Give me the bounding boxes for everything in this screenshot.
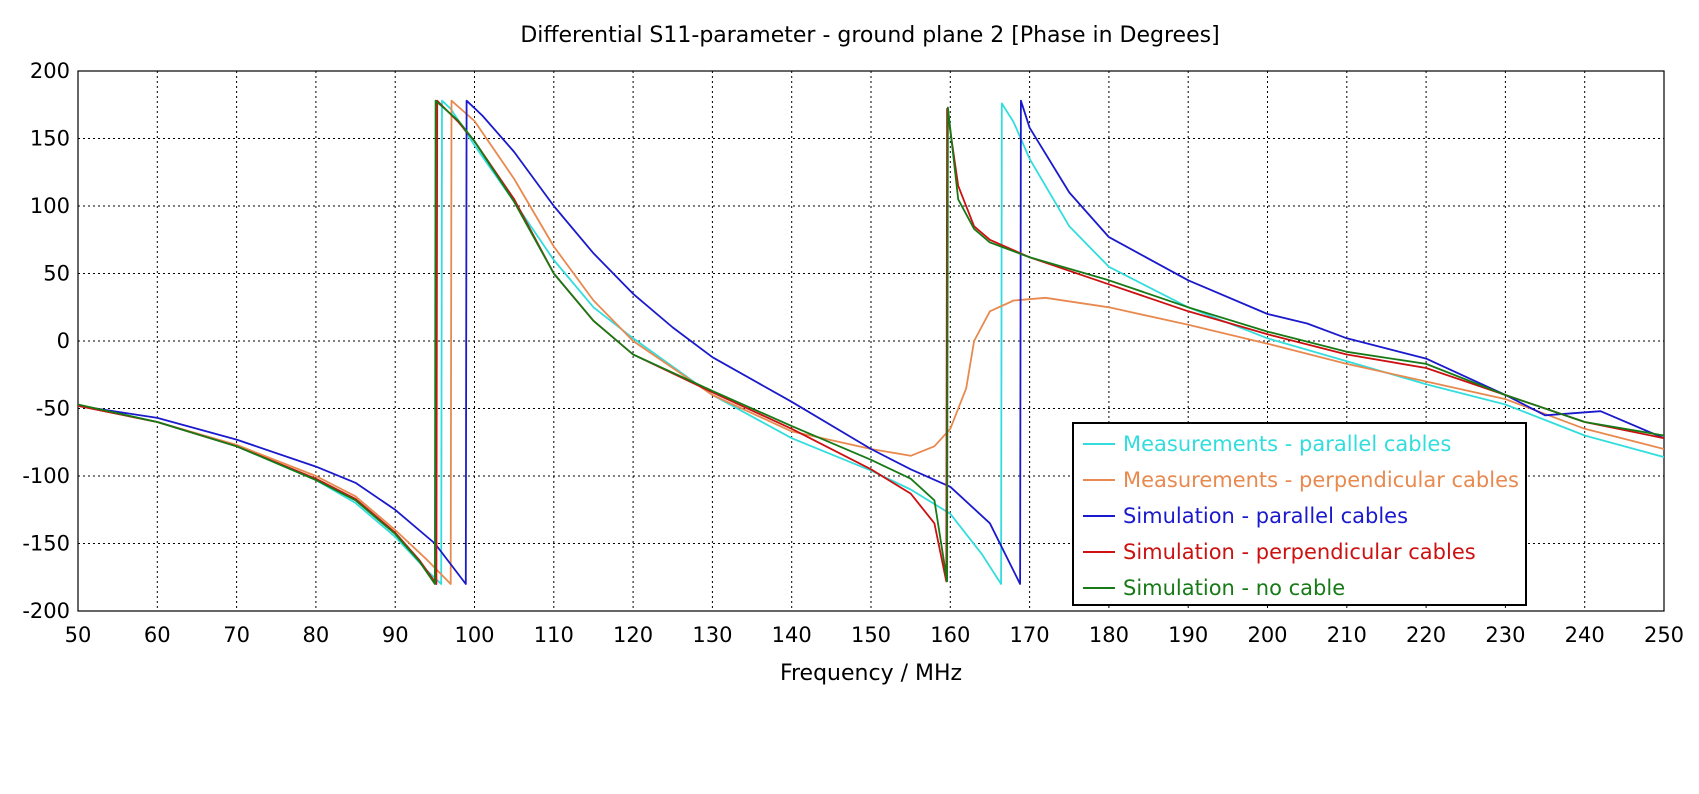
- legend-box: [1072, 422, 1527, 606]
- y-tick-labels: 200 150 100 50 0 -50 -100 -150 -200: [22, 59, 70, 623]
- plot-frame: [77, 70, 1665, 612]
- x-tick-label: 140: [772, 623, 812, 647]
- legend: Measurements - parallel cables Measuremen…: [1072, 422, 1527, 606]
- x-tick-labels: 50 60 70 80 90 100 110 120 130 140 150 160 170 180 190…: [65, 623, 1684, 647]
- x-tick-label: 90: [382, 623, 409, 647]
- y-tick-label: 100: [30, 194, 70, 218]
- chart-title: Differential S11-parameter - ground plan…: [520, 23, 1219, 48]
- legend-entry: Simulation - perpendicular cables: [1123, 540, 1476, 564]
- x-tick-label: 70: [223, 623, 250, 647]
- x-tick-label: 230: [1485, 623, 1525, 647]
- x-tick-label: 210: [1327, 623, 1367, 647]
- x-tick-label: 80: [303, 623, 330, 647]
- series-line-5: [78, 99, 1664, 585]
- x-tick-label: 220: [1406, 623, 1446, 647]
- x-tick-label: 150: [851, 623, 891, 647]
- legend-entry: Measurements - perpendicular cables: [1123, 468, 1519, 492]
- legend-entry: Simulation - no cable: [1123, 576, 1345, 600]
- x-tick-label: 50: [65, 623, 92, 647]
- y-tick-label: -100: [22, 464, 70, 488]
- x-tick-label: 100: [454, 623, 494, 647]
- y-tick-label: 150: [30, 127, 70, 151]
- x-tick-label: 160: [930, 623, 970, 647]
- x-tick-label: 110: [534, 623, 574, 647]
- legend-entry: Measurements - parallel cables: [1123, 432, 1451, 456]
- y-tick-label: -50: [36, 397, 70, 421]
- x-tick-label: 120: [613, 623, 653, 647]
- y-tick-label: -150: [22, 532, 70, 556]
- y-tick-label: 200: [30, 59, 70, 83]
- x-tick-label: 130: [692, 623, 732, 647]
- x-tick-label: 170: [1010, 623, 1050, 647]
- series-lines: [78, 99, 1664, 585]
- y-tick-label: 50: [43, 262, 70, 286]
- x-tick-label: 200: [1247, 623, 1287, 647]
- y-tick-label: 0: [57, 329, 70, 353]
- x-tick-label: 60: [144, 623, 171, 647]
- y-tick-label: -200: [22, 599, 70, 623]
- x-tick-label: 180: [1089, 623, 1129, 647]
- legend-entry: Simulation - parallel cables: [1123, 504, 1408, 528]
- x-tick-label: 190: [1168, 623, 1208, 647]
- x-tick-label: 240: [1565, 623, 1605, 647]
- x-tick-label: 250: [1644, 623, 1684, 647]
- series-line-3: [78, 99, 1664, 585]
- x-axis-title: Frequency / MHz: [780, 661, 962, 686]
